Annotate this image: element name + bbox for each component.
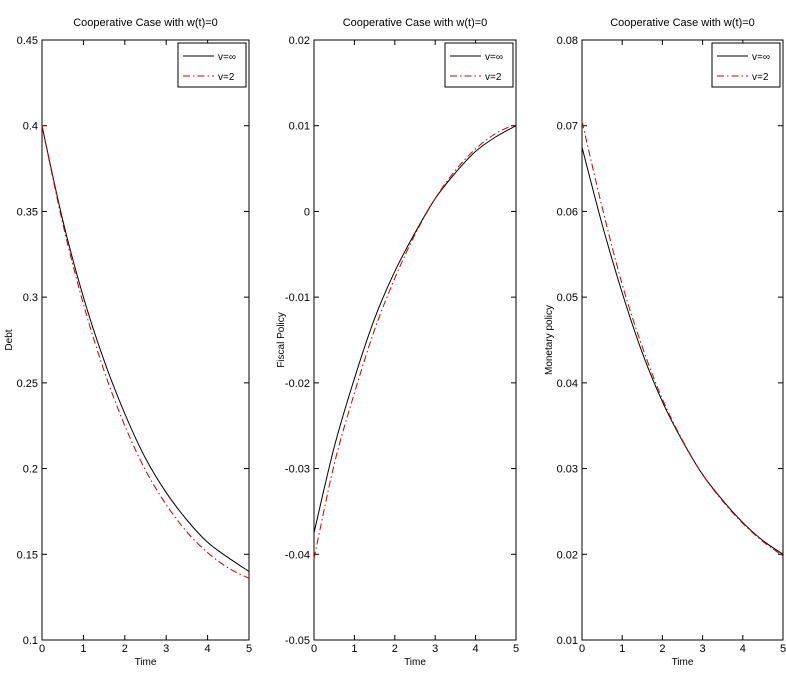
x-tick-label: 5 bbox=[513, 643, 519, 655]
x-axis-label: Time bbox=[672, 657, 694, 668]
legend: v=∞ v=2 bbox=[711, 42, 781, 88]
x-tick-label: 2 bbox=[392, 643, 398, 655]
x-tick-label: 1 bbox=[80, 643, 86, 655]
y-axis-label: Fiscal Policy bbox=[276, 312, 287, 368]
x-tick-label: 3 bbox=[700, 643, 706, 655]
legend-label: v=∞ bbox=[752, 52, 770, 63]
y-tick-label: 0.05 bbox=[557, 292, 578, 304]
subplot-2: Cooperative Case with w(t)=0 0 1 2 3 4 5 -0.05 -… bbox=[276, 17, 519, 668]
y-axis-label: Debt bbox=[4, 329, 15, 350]
series-line-v-inf bbox=[313, 125, 517, 533]
series-line-v-2 bbox=[313, 123, 517, 559]
subplot-1: Cooperative Case with w(t)=0 0 1 2 3 4 5 0.1 0.1… bbox=[4, 17, 252, 668]
x-axis-label: Time bbox=[404, 657, 426, 668]
series-line-v-inf bbox=[41, 125, 250, 572]
x-tick-label: 1 bbox=[619, 643, 625, 655]
y-tick-label: -0.04 bbox=[285, 549, 310, 561]
x-tick-label: 0 bbox=[39, 643, 45, 655]
x-tick-label: 3 bbox=[432, 643, 438, 655]
legend-label: v=∞ bbox=[218, 52, 236, 63]
y-tick-label: 0.2 bbox=[23, 464, 38, 476]
y-tick-label: 0.06 bbox=[557, 206, 578, 218]
y-tick-label: -0.03 bbox=[285, 464, 310, 476]
y-tick-label: 0.4 bbox=[23, 121, 38, 133]
series-line-v-inf bbox=[581, 147, 784, 555]
x-tick-label: 0 bbox=[579, 643, 585, 655]
y-axis-label: Monetary policy bbox=[544, 305, 555, 375]
y-tick-label: -0.05 bbox=[285, 635, 310, 647]
axes-box bbox=[313, 39, 517, 641]
y-tick-label: 0.08 bbox=[557, 35, 578, 47]
y-tick-label: 0.01 bbox=[557, 635, 578, 647]
x-axis-label: Time bbox=[135, 657, 157, 668]
y-tick-label: 0.35 bbox=[17, 206, 38, 218]
series-line-v-2 bbox=[41, 125, 250, 579]
y-tick-label: 0.04 bbox=[557, 378, 578, 390]
axes-box bbox=[41, 39, 250, 641]
y-tick-label: 0.02 bbox=[557, 549, 578, 561]
y-tick-label: 0.07 bbox=[557, 121, 578, 133]
y-tick-label: 0.03 bbox=[557, 464, 578, 476]
y-tick-label: 0.1 bbox=[23, 635, 38, 647]
legend-label: v=2 bbox=[752, 72, 769, 83]
axes-box bbox=[581, 39, 784, 641]
legend-label: v=∞ bbox=[485, 52, 503, 63]
x-tick-label: 2 bbox=[122, 643, 128, 655]
x-tick-label: 5 bbox=[246, 643, 252, 655]
x-tick-label: 4 bbox=[205, 643, 211, 655]
x-tick-label: 1 bbox=[351, 643, 357, 655]
chart-title: Cooperative Case with w(t)=0 bbox=[343, 17, 488, 29]
y-tick-label: 0 bbox=[304, 206, 310, 218]
subplot-3: Cooperative Case with w(t)=0 0 1 2 3 4 5 0.01 0.… bbox=[544, 17, 786, 668]
y-tick-label: 0.01 bbox=[289, 121, 310, 133]
legend-box bbox=[711, 42, 781, 88]
x-tick-label: 5 bbox=[780, 643, 786, 655]
y-tick-label: 0.45 bbox=[17, 35, 38, 47]
x-tick-label: 2 bbox=[659, 643, 665, 655]
legend: v=∞ v=2 bbox=[444, 42, 514, 88]
x-tick-label: 3 bbox=[163, 643, 169, 655]
x-tick-label: 0 bbox=[311, 643, 317, 655]
legend-label: v=2 bbox=[485, 72, 502, 83]
legend-label: v=2 bbox=[218, 72, 235, 83]
series-line-v-2 bbox=[581, 121, 784, 557]
x-tick-label: 4 bbox=[473, 643, 479, 655]
y-tick-label: 0.02 bbox=[289, 35, 310, 47]
y-tick-label: 0.25 bbox=[17, 378, 38, 390]
y-tick-label: 0.3 bbox=[23, 292, 38, 304]
legend: v=∞ v=2 bbox=[177, 42, 247, 88]
chart-title: Cooperative Case with w(t)=0 bbox=[73, 17, 218, 29]
legend-box bbox=[444, 42, 514, 88]
y-tick-label: -0.02 bbox=[285, 378, 310, 390]
chart-title: Cooperative Case with w(t)=0 bbox=[610, 17, 755, 29]
x-tick-label: 4 bbox=[740, 643, 746, 655]
y-tick-label: 0.15 bbox=[17, 549, 38, 561]
legend-box bbox=[177, 42, 247, 88]
y-tick-label: -0.01 bbox=[285, 292, 310, 304]
